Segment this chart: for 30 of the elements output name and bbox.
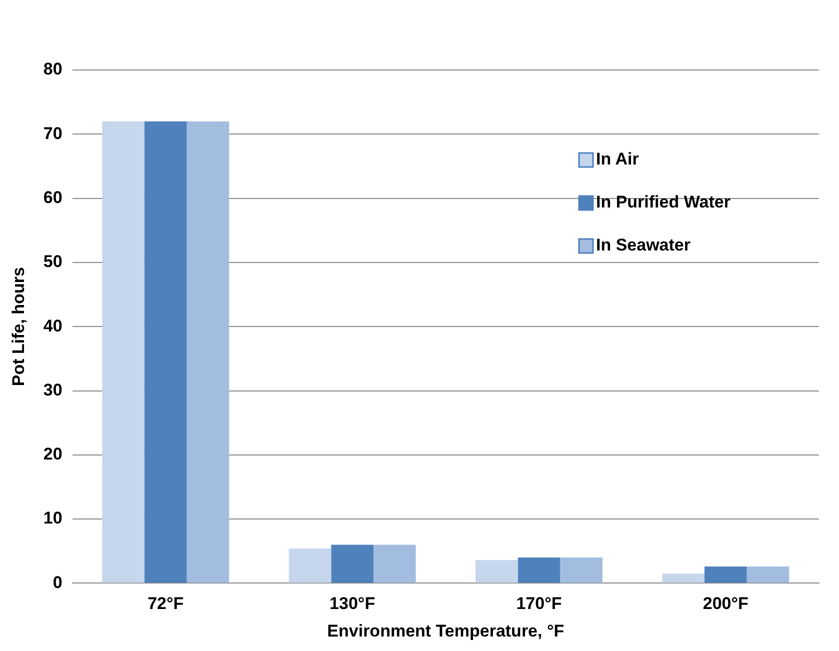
bar bbox=[560, 558, 602, 583]
x-tick-label: 170°F bbox=[516, 594, 562, 614]
x-tick-label: 200°F bbox=[702, 594, 748, 614]
x-axis-title: Environment Temperature, °F bbox=[327, 621, 564, 640]
y-tick-label: 40 bbox=[43, 316, 62, 336]
y-tick-label: 20 bbox=[43, 444, 62, 464]
y-tick-label: 50 bbox=[43, 252, 62, 272]
bar bbox=[186, 121, 230, 583]
bar bbox=[144, 121, 187, 583]
y-tick-label: 30 bbox=[43, 380, 62, 400]
bar bbox=[288, 548, 332, 583]
legend-label: In Air bbox=[596, 150, 640, 169]
bar bbox=[746, 566, 790, 583]
bar bbox=[476, 560, 518, 583]
legend-label: In Seawater bbox=[596, 236, 691, 255]
y-tick-label: 70 bbox=[43, 124, 62, 143]
bar bbox=[704, 566, 747, 583]
bar bbox=[102, 121, 144, 583]
bar bbox=[331, 544, 374, 583]
y-tick-label: 80 bbox=[43, 60, 62, 79]
y-tick-label: 10 bbox=[43, 508, 62, 528]
x-tick-label: 130°F bbox=[330, 594, 376, 614]
x-tick-label: 72°F bbox=[148, 594, 184, 614]
bar bbox=[662, 574, 705, 583]
y-tick-label: 60 bbox=[43, 188, 62, 207]
y-axis-title: Pot Life, hours bbox=[8, 267, 28, 386]
y-tick-label: 0 bbox=[52, 572, 62, 592]
bar bbox=[373, 544, 416, 583]
bar bbox=[518, 558, 560, 583]
legend-label: In Purified Water bbox=[596, 192, 731, 212]
